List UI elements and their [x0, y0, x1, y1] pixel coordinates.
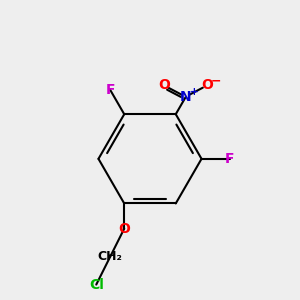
Text: O: O	[118, 222, 130, 236]
Text: F: F	[106, 83, 115, 97]
Text: F: F	[225, 152, 234, 166]
Text: N: N	[180, 90, 191, 104]
Text: O: O	[201, 78, 213, 92]
Text: −: −	[210, 75, 221, 88]
Text: Cl: Cl	[89, 278, 104, 292]
Text: O: O	[158, 78, 170, 92]
Text: CH₂: CH₂	[98, 250, 123, 263]
Text: +: +	[190, 87, 199, 97]
